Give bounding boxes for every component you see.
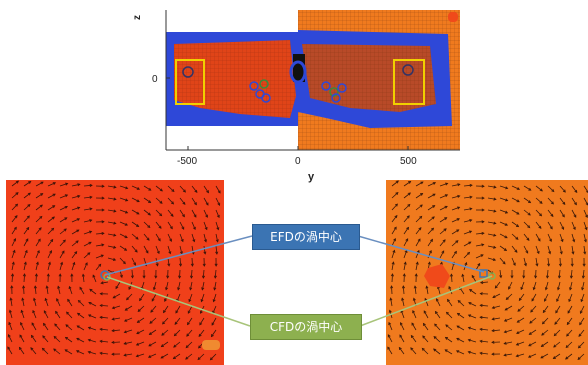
field-patch: [202, 340, 220, 350]
velocity-arrows: [387, 180, 588, 360]
efd-vortex-label: EFDの渦中心: [252, 224, 360, 250]
cfd-vortex-center-marker: [488, 272, 496, 280]
vortex-circle: [259, 79, 269, 89]
center-loop: [289, 60, 307, 84]
x-tick-label: 500: [400, 156, 417, 167]
vortex-circle: [402, 64, 414, 76]
x-tick-label: -500: [177, 156, 197, 167]
velocity-arrows: [7, 180, 221, 361]
axis-y-label: z: [132, 15, 143, 20]
vortex-circle: [321, 81, 331, 91]
efd-vortex-center-marker: [479, 269, 488, 278]
field-patch: [424, 264, 450, 288]
y-tick-label: 0: [152, 74, 158, 85]
vortex-circle: [261, 93, 271, 103]
vortex-circle: [337, 83, 347, 93]
roi-box-left: [175, 59, 205, 105]
field-marker: [448, 12, 458, 22]
vortex-circle: [182, 66, 194, 78]
x-tick-label: 0: [295, 156, 301, 167]
efd-leader-right: [357, 235, 485, 273]
vortex-circle: [249, 81, 259, 91]
roi-box-right: [393, 59, 425, 105]
efd-leader-left: [104, 235, 253, 276]
right-vector-field: [386, 180, 588, 365]
vortex-circle: [329, 87, 339, 97]
vortex-circle: [331, 93, 341, 103]
cfd-leader-left: [106, 276, 251, 327]
top-velocity-plot: z 0 -500 0 500 y: [132, 10, 460, 183]
cfd-vortex-label: CFDの渦中心: [250, 314, 362, 340]
axis-x-label: y: [308, 171, 315, 183]
cfd-leader-right: [359, 275, 493, 327]
